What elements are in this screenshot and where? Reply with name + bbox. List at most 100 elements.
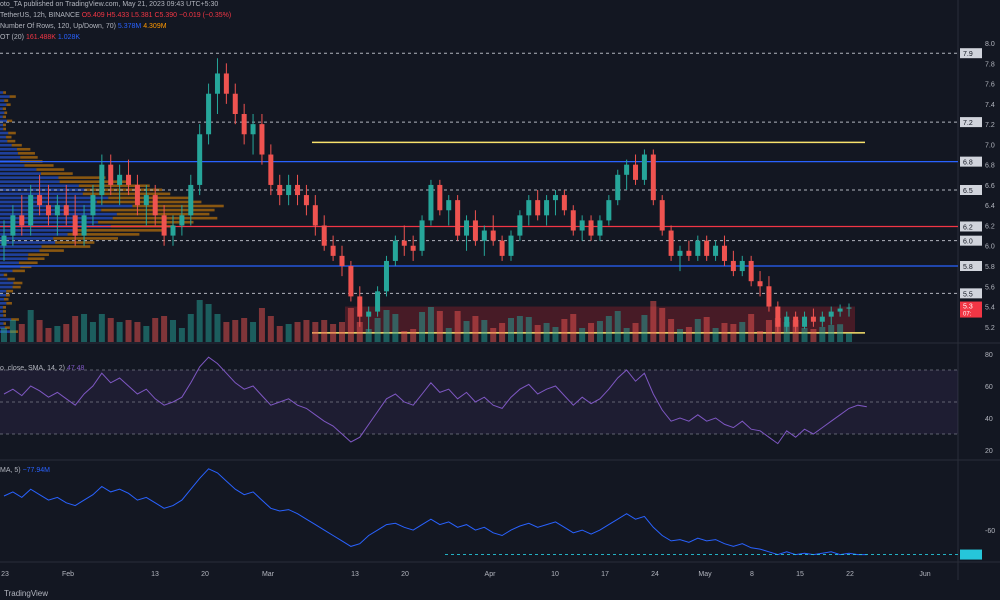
time-tick: 15 <box>796 571 804 578</box>
volume-bar <box>241 318 247 342</box>
candle-body <box>704 241 709 256</box>
vp-bar-down <box>0 99 4 102</box>
volume-bar <box>437 311 443 342</box>
candle-body <box>660 200 665 230</box>
volume-bar <box>170 320 176 342</box>
volume-bar <box>250 322 256 342</box>
candle-body <box>597 220 602 235</box>
volume-bar <box>1 328 7 342</box>
vp-bar-up <box>13 286 21 289</box>
candle-body <box>135 185 140 205</box>
vp-bar-up <box>20 156 37 159</box>
volume-bar <box>10 320 16 342</box>
time-tick: 13 <box>151 571 159 578</box>
vp-bar-up <box>13 270 25 273</box>
volume-bar <box>508 318 514 342</box>
volume-bar <box>197 300 203 342</box>
volume-bar <box>232 320 238 342</box>
volume-bar <box>455 311 461 342</box>
volume-bar <box>535 325 541 342</box>
vp-bar-down <box>0 91 3 94</box>
vp-bar-up <box>8 132 16 135</box>
volume-bar <box>490 328 496 342</box>
volume-label: OT (20) <box>0 34 24 41</box>
volume-value-1: 161.488K <box>26 34 56 41</box>
candle-body <box>482 231 487 241</box>
candle-body <box>340 256 345 266</box>
candle-body <box>19 215 24 225</box>
vp-bar-down <box>0 290 6 293</box>
volume-bar <box>499 323 505 342</box>
volume-bar <box>383 310 389 342</box>
candle-body <box>535 200 540 215</box>
volume-bar <box>748 314 754 342</box>
volume-bar <box>37 320 43 342</box>
time-tick: 23 <box>1 571 9 578</box>
volume-bar <box>695 319 701 342</box>
vp-bar-down <box>0 193 83 196</box>
vp-bar-up <box>117 213 210 216</box>
osc-value: −77.94M <box>23 467 50 474</box>
price-tick: 5.2 <box>985 325 995 332</box>
candle-body <box>526 200 531 215</box>
volume-bar <box>45 328 51 342</box>
vp-bar-up <box>6 103 10 106</box>
candle-body <box>793 317 798 327</box>
level-label-dashed-top: 7.9 <box>963 51 973 58</box>
price-tick: 6.8 <box>985 163 995 170</box>
level-label-dashed-605: 6.0 <box>963 239 973 246</box>
candle-body <box>571 210 576 230</box>
vp-bar-up <box>4 111 7 114</box>
vp-bar-down <box>0 322 3 325</box>
price-tick: 8.0 <box>985 41 995 48</box>
candle-body <box>108 165 113 185</box>
candle-body <box>784 317 789 327</box>
volume-bar <box>321 320 327 342</box>
candle-body <box>669 231 674 256</box>
level-label-blue-580: 5.8 <box>963 264 973 271</box>
vp-bar-up <box>3 314 6 317</box>
vp-bar-up <box>7 140 15 143</box>
vp-bar-down <box>0 140 7 143</box>
price-tick: 7.2 <box>985 122 995 129</box>
vp-bar-up <box>10 95 16 98</box>
volume-bar <box>517 316 523 342</box>
volume-bar <box>134 322 140 342</box>
volume-bar <box>677 329 683 342</box>
volume-bar <box>659 308 665 342</box>
volume-bar <box>268 316 274 342</box>
candle-body <box>206 94 211 135</box>
candle-body <box>126 175 131 185</box>
candle-body <box>411 246 416 251</box>
vp-bar-up <box>3 91 6 94</box>
candle-body <box>233 94 238 114</box>
price-tick: 5.8 <box>985 264 995 271</box>
vp-bar-down <box>0 241 55 244</box>
candle-body <box>144 195 149 205</box>
candle-body <box>304 195 309 205</box>
vp-bar-down <box>0 310 3 313</box>
vpvr-legend: Number Of Rows, 120, Up/Down, 70) 5.378M… <box>0 22 167 32</box>
vp-bar-up <box>58 176 105 179</box>
candle-body <box>642 155 647 180</box>
vp-bar-down <box>0 111 4 114</box>
vp-bar-down <box>0 132 8 135</box>
candle-body <box>366 312 371 317</box>
symbol-line: TetherUS, 12h, BINANCE O5.409 H5.433 L5.… <box>0 11 231 21</box>
volume-bar <box>63 324 69 342</box>
vp-bar-up <box>4 298 9 301</box>
volume-bar <box>277 326 283 342</box>
candle-body <box>740 261 745 271</box>
vp-bar-up <box>3 128 6 131</box>
volume-bar <box>641 315 647 342</box>
candle-body <box>686 251 691 256</box>
vp-bar-down <box>0 286 13 289</box>
volume-bar <box>472 316 478 342</box>
candle-body <box>384 261 389 291</box>
candle-body <box>775 307 780 327</box>
candle-body <box>28 195 33 225</box>
volume-bar <box>90 322 96 342</box>
candle-body <box>55 205 60 215</box>
vp-bar-up <box>41 172 73 175</box>
